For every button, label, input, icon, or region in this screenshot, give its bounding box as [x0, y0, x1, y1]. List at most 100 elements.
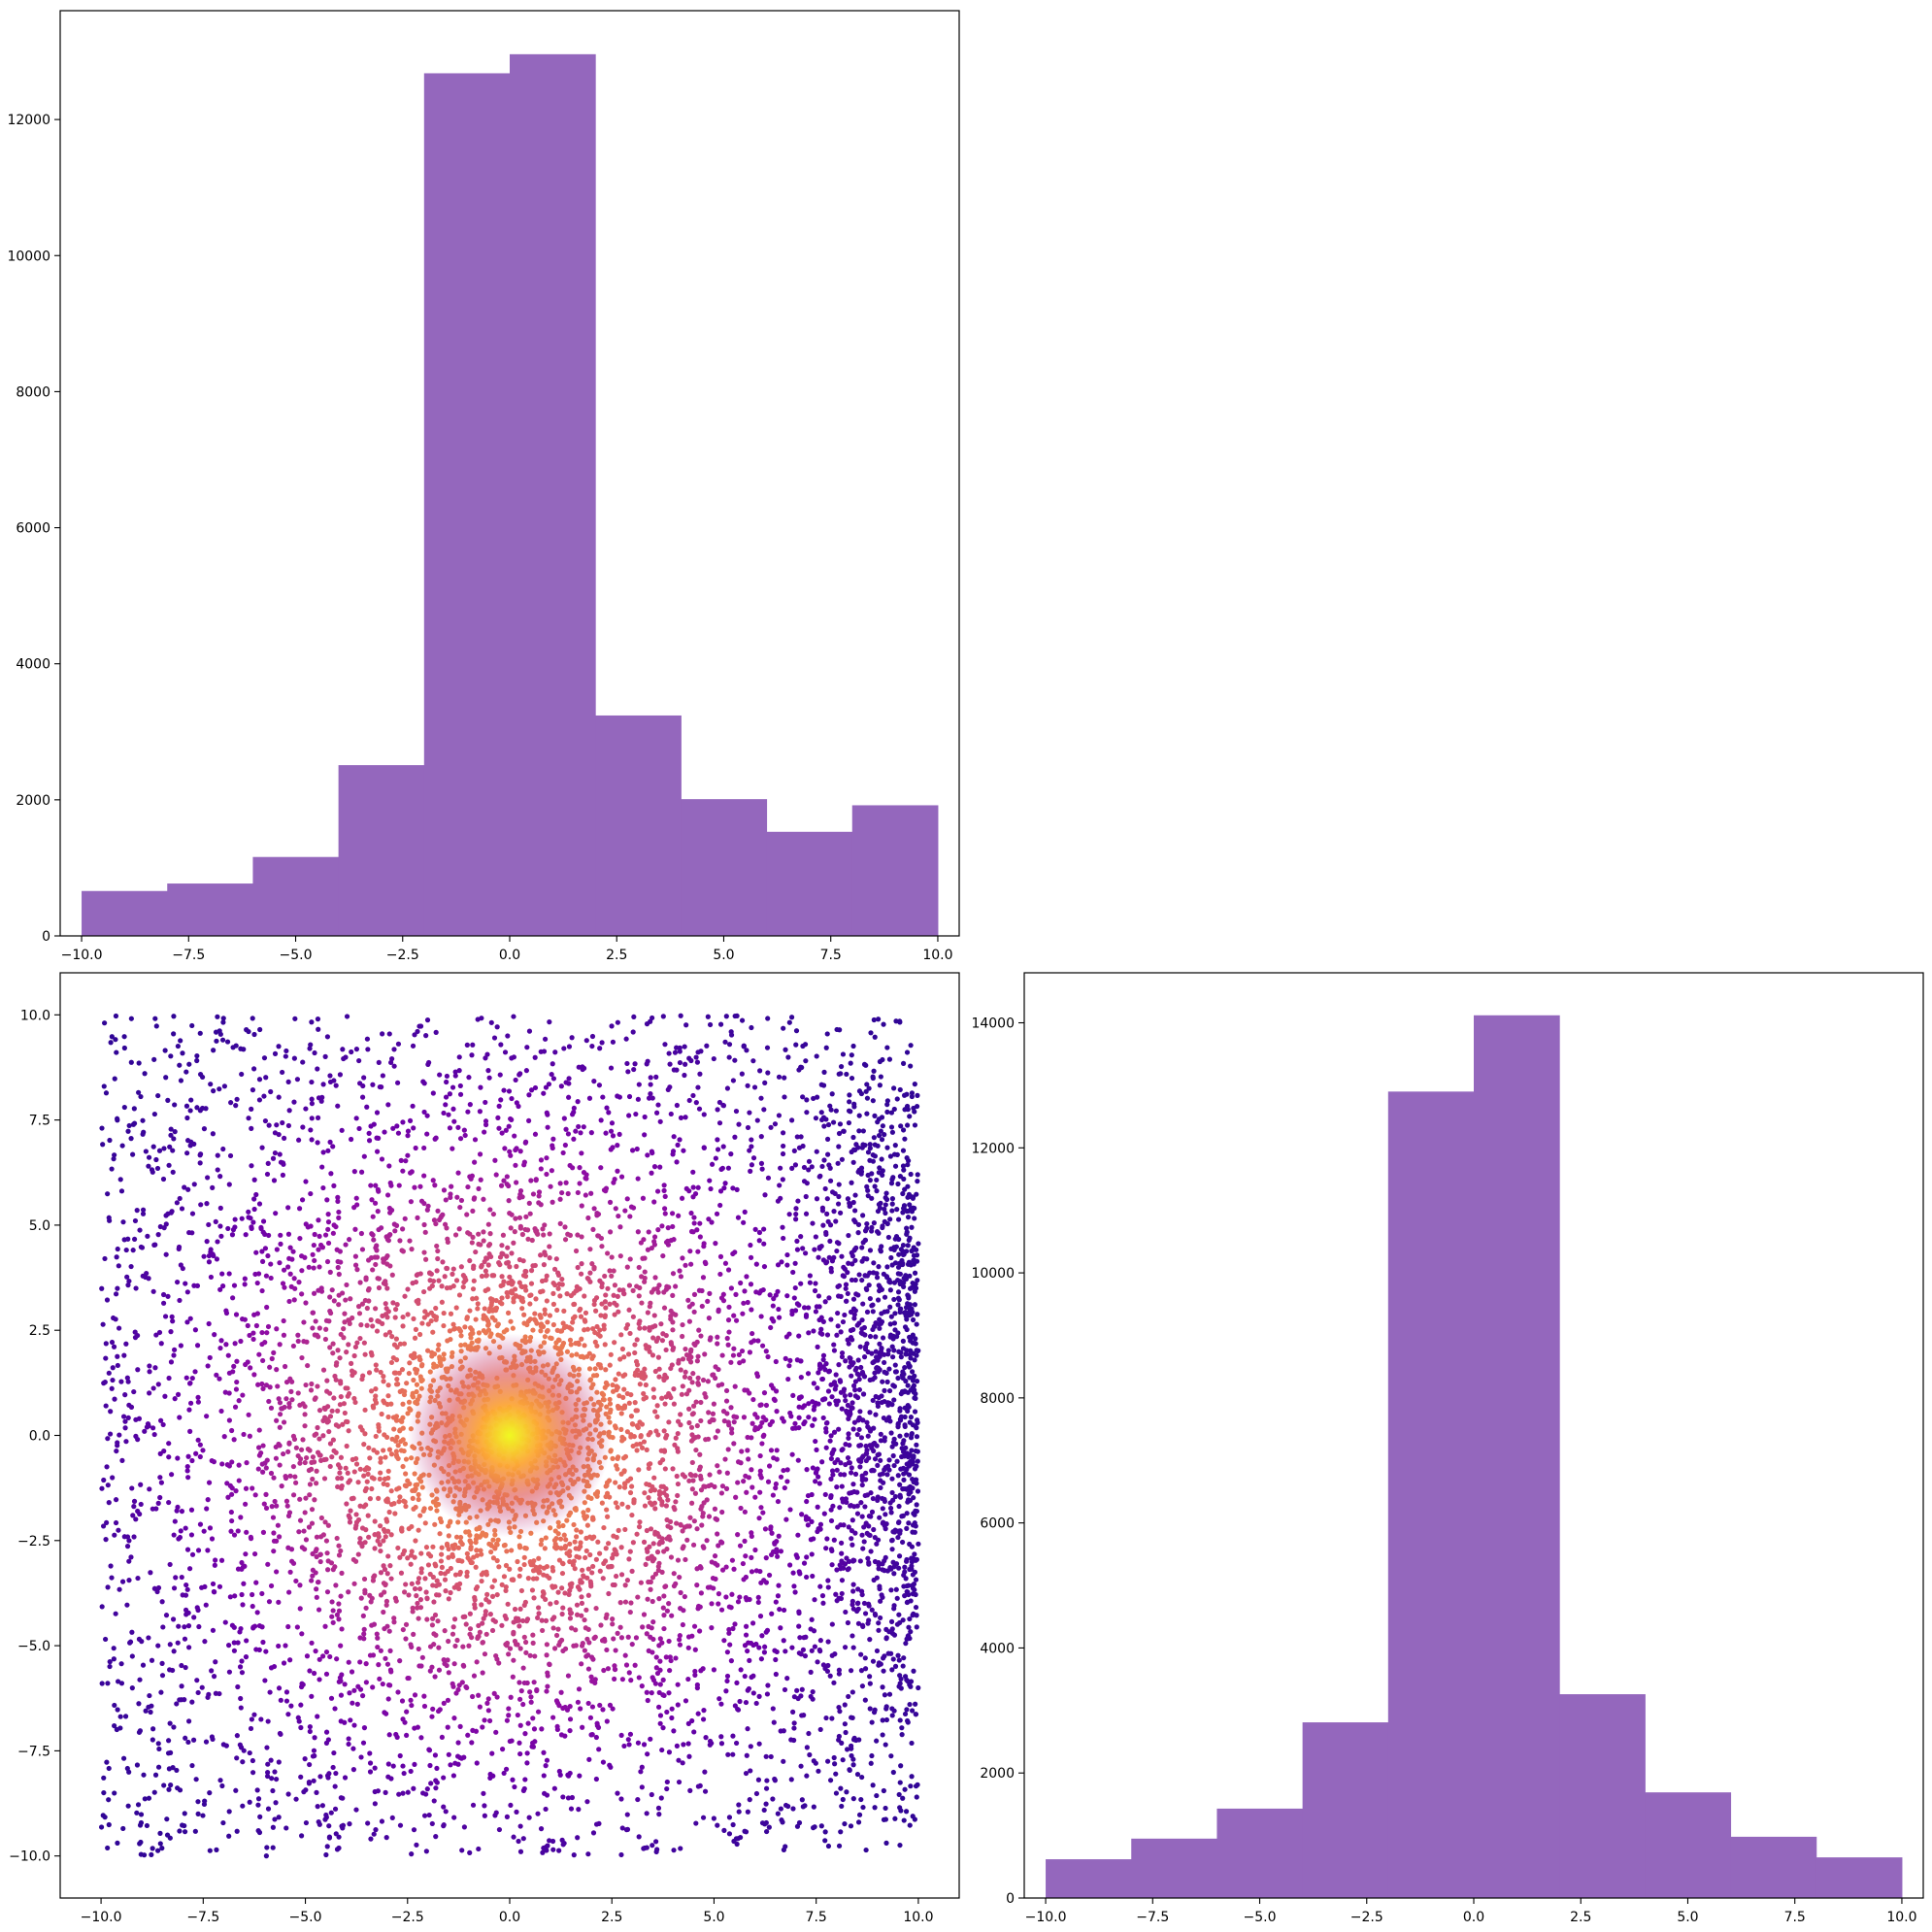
- scatter-point: [782, 1686, 788, 1693]
- scatter-point: [641, 1612, 648, 1617]
- scatter-point: [323, 1649, 330, 1655]
- scatter-point: [235, 1640, 241, 1646]
- scatter-point: [742, 1509, 748, 1515]
- scatter-point: [700, 1716, 707, 1722]
- scatter-point: [238, 1515, 244, 1520]
- scatter-point: [200, 1813, 206, 1818]
- scatter-point: [784, 1262, 790, 1268]
- scatter-point: [755, 1777, 762, 1782]
- scatter-point: [811, 1095, 816, 1102]
- scatter-point: [639, 1764, 645, 1770]
- scatter-point: [459, 1848, 465, 1853]
- scatter-point: [835, 1524, 841, 1530]
- scatter-point: [295, 1390, 301, 1396]
- scatter-point: [638, 1769, 644, 1775]
- scatter-point: [283, 1379, 290, 1385]
- scatter-point: [125, 1415, 131, 1420]
- scatter-point: [677, 1049, 683, 1054]
- scatter-point: [188, 1507, 195, 1513]
- scatter-point: [895, 1473, 901, 1479]
- scatter-point: [179, 1662, 184, 1669]
- scatter-point: [903, 1351, 909, 1357]
- scatter-point: [794, 1238, 800, 1244]
- scatter-point: [715, 1822, 720, 1828]
- scatter-point: [163, 1221, 169, 1227]
- scatter-point: [674, 1045, 680, 1050]
- x-tick-label: 2.5: [606, 948, 627, 963]
- scatter-point: [361, 1636, 367, 1642]
- scatter-point: [469, 1052, 475, 1058]
- scatter-point: [597, 1702, 603, 1709]
- scatter-point: [470, 1234, 476, 1240]
- scatter-point: [875, 1297, 882, 1303]
- scatter-point: [717, 1253, 724, 1259]
- scatter-point: [104, 1297, 111, 1303]
- scatter-point: [803, 1514, 809, 1519]
- scatter-point: [910, 1476, 916, 1482]
- scatter-point: [368, 1183, 374, 1188]
- scatter-point: [410, 1043, 416, 1049]
- scatter-point: [852, 1367, 858, 1373]
- scatter-point: [542, 1036, 549, 1042]
- scatter-point: [191, 1615, 197, 1620]
- scatter-point: [385, 1761, 391, 1767]
- scatter-point: [772, 1776, 778, 1782]
- scatter-point: [140, 1211, 147, 1216]
- scatter-point: [789, 1311, 795, 1317]
- scatter-point: [800, 1246, 806, 1251]
- scatter-point: [250, 1330, 256, 1336]
- scatter-point: [650, 1675, 655, 1681]
- scatter-point: [193, 1450, 199, 1456]
- scatter-point: [517, 1823, 523, 1829]
- scatter-point: [517, 1696, 523, 1702]
- scatter-point: [423, 1256, 429, 1262]
- scatter-point: [697, 1234, 703, 1240]
- scatter-point: [872, 1558, 879, 1565]
- scatter-point: [298, 1724, 304, 1731]
- scatter-point: [234, 1733, 240, 1739]
- scatter-point: [773, 1671, 779, 1678]
- scatter-point: [783, 1516, 789, 1522]
- scatter-point: [746, 1456, 751, 1462]
- scatter-point: [236, 1462, 242, 1468]
- scatter-point: [717, 1021, 724, 1027]
- scatter-point: [315, 1140, 320, 1146]
- scatter-point: [341, 1055, 347, 1062]
- scatter-point: [732, 1703, 738, 1709]
- scatter-point: [325, 1219, 332, 1225]
- scatter-point: [669, 1613, 675, 1618]
- scatter-point: [687, 1249, 693, 1254]
- scatter-point: [870, 1495, 876, 1502]
- scatter-point: [516, 1838, 521, 1845]
- scatter-point: [731, 1419, 737, 1425]
- scatter-point: [891, 1603, 897, 1609]
- scatter-point: [908, 1171, 914, 1178]
- scatter-point: [776, 1306, 782, 1313]
- scatter-point: [307, 1761, 313, 1768]
- scatter-point: [778, 1625, 783, 1631]
- scatter-point: [562, 1704, 568, 1711]
- scatter-point: [253, 1580, 259, 1585]
- scatter-point: [911, 1257, 916, 1263]
- scatter-point: [702, 1788, 709, 1794]
- scatter-point: [896, 1791, 902, 1798]
- scatter-point: [421, 1145, 427, 1151]
- scatter-point: [839, 1156, 845, 1162]
- scatter-point: [889, 1706, 895, 1712]
- scatter-point: [101, 1477, 107, 1483]
- scatter-point: [846, 1416, 851, 1421]
- scatter-point: [865, 1193, 871, 1199]
- scatter-point: [704, 1043, 710, 1049]
- scatter-point: [299, 1354, 305, 1361]
- scatter-point: [709, 1559, 715, 1565]
- scatter-point: [852, 1277, 858, 1283]
- scatter-point: [887, 1321, 893, 1327]
- scatter-point: [179, 1683, 184, 1689]
- scatter-point: [386, 1163, 392, 1169]
- scatter-point: [625, 1634, 631, 1640]
- scatter-point: [271, 1663, 278, 1670]
- scatter-point: [599, 1040, 605, 1046]
- scatter-point: [197, 1030, 203, 1036]
- scatter-point: [877, 1341, 883, 1347]
- scatter-point: [874, 1738, 880, 1744]
